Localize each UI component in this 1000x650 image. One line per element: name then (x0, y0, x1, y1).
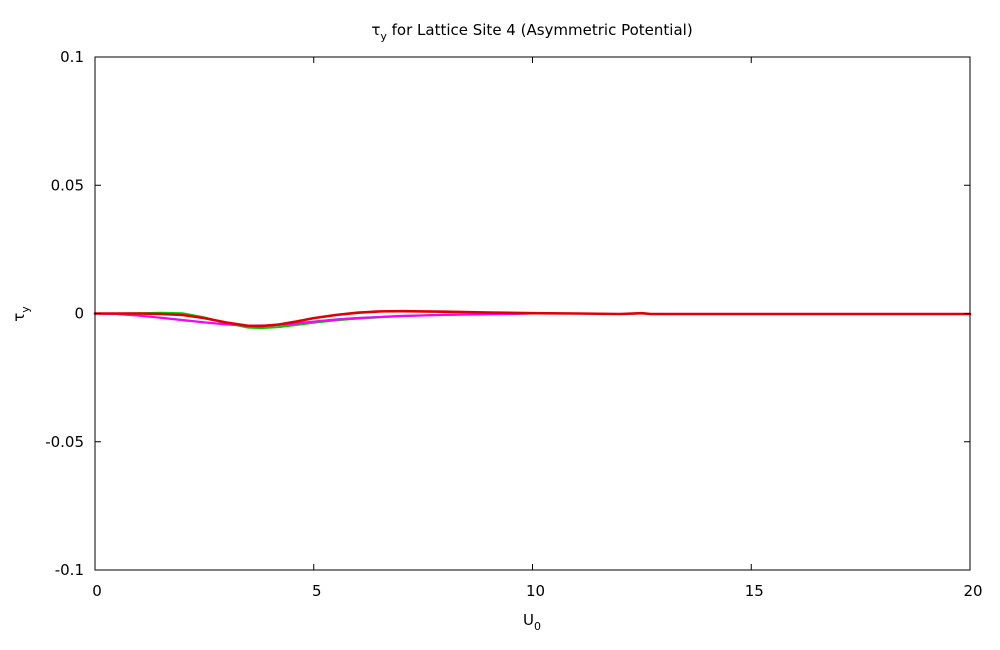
x-axis-label: U0 (523, 611, 541, 633)
y-tick-label: -0.05 (45, 433, 84, 451)
y-tick-label: 0 (74, 305, 84, 323)
tick-layer: 0 5 10 15 20 0.1 0.05 0 -0.05 -0.1 (45, 48, 982, 600)
x-tick-label: 10 (526, 582, 545, 600)
chart-title-text: for Lattice Site 4 (Asymmetric Potential… (387, 21, 693, 39)
x-axis-label-subscript: 0 (534, 620, 541, 633)
series-line-3 (94, 312, 534, 327)
x-tick-label: 0 (92, 582, 102, 600)
y-tick-label: -0.1 (55, 561, 84, 579)
y-axis-label-main: τ (10, 313, 28, 322)
chart-title: τy for Lattice Site 4 (Asymmetric Potent… (371, 21, 692, 43)
y-axis-label-subscript: y (19, 306, 32, 313)
x-tick-label: 15 (745, 582, 764, 600)
series-line-4 (93, 309, 972, 328)
chart-title-symbol: τ (371, 21, 380, 39)
chart-title-subscript: y (380, 30, 387, 43)
y-axis-label: τy (10, 306, 32, 322)
y-tick-label: 0.05 (51, 176, 84, 194)
series-layer (93, 309, 972, 330)
x-tick-label: 20 (963, 582, 982, 600)
x-tick-label: 5 (312, 582, 322, 600)
y-tick-label: 0.1 (60, 48, 84, 66)
x-axis-label-main: U (523, 611, 534, 629)
